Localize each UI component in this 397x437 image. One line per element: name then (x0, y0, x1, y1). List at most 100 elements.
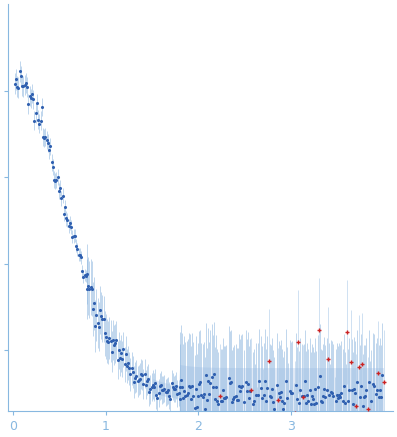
Point (56, 187, 62, 194)
Point (92, 323, 98, 330)
Point (78, 254, 84, 261)
Point (89, 285, 95, 292)
Point (129, 365, 135, 372)
Point (243, 379, 249, 386)
Point (202, 406, 208, 413)
Point (291, 409, 298, 416)
Point (12, 80, 18, 87)
Point (72, 232, 78, 239)
Point (282, 378, 289, 385)
Point (239, 382, 245, 389)
Point (221, 395, 227, 402)
Point (145, 375, 151, 382)
Point (330, 392, 337, 399)
Point (288, 390, 295, 397)
Point (193, 385, 199, 392)
Point (62, 204, 68, 211)
Point (344, 329, 350, 336)
Point (268, 394, 274, 401)
Point (334, 392, 340, 399)
Point (206, 391, 212, 398)
Point (262, 378, 268, 385)
Point (131, 378, 137, 385)
Point (26, 92, 33, 99)
Point (379, 371, 385, 378)
Point (44, 137, 50, 144)
Point (207, 379, 214, 386)
Point (100, 316, 107, 323)
Point (213, 384, 220, 391)
Point (107, 338, 114, 345)
Point (118, 350, 124, 357)
Point (191, 404, 198, 411)
Point (231, 393, 237, 400)
Point (162, 389, 169, 396)
Point (338, 390, 345, 397)
Point (124, 363, 130, 370)
Point (357, 393, 363, 400)
Point (317, 373, 323, 380)
Point (33, 110, 39, 117)
Point (91, 300, 97, 307)
Point (349, 387, 355, 394)
Point (189, 383, 195, 390)
Point (141, 370, 148, 377)
Point (236, 383, 242, 390)
Point (256, 378, 263, 385)
Point (374, 386, 380, 393)
Point (378, 393, 384, 400)
Point (322, 393, 329, 400)
Point (173, 382, 179, 389)
Point (208, 373, 215, 380)
Point (300, 393, 306, 400)
Point (194, 403, 200, 410)
Point (214, 397, 220, 404)
Point (70, 232, 77, 239)
Point (321, 386, 328, 393)
Point (90, 305, 96, 312)
Point (139, 371, 145, 378)
Point (260, 418, 266, 425)
Point (274, 381, 280, 388)
Point (295, 338, 301, 345)
Point (39, 104, 45, 111)
Point (342, 400, 348, 407)
Point (135, 377, 142, 384)
Point (75, 251, 82, 258)
Point (198, 392, 204, 399)
Point (283, 395, 290, 402)
Point (362, 393, 368, 400)
Point (58, 195, 65, 202)
Point (359, 361, 365, 368)
Point (287, 388, 293, 395)
Point (308, 400, 314, 407)
Point (211, 371, 217, 378)
Point (222, 395, 228, 402)
Point (316, 326, 322, 333)
Point (185, 389, 191, 396)
Point (15, 84, 22, 91)
Point (253, 391, 259, 398)
Point (360, 402, 366, 409)
Point (182, 392, 189, 399)
Point (14, 83, 20, 90)
Point (279, 398, 285, 405)
Point (248, 386, 254, 393)
Point (223, 393, 229, 400)
Point (304, 392, 310, 399)
Point (305, 398, 312, 405)
Point (48, 159, 55, 166)
Point (66, 222, 72, 229)
Point (244, 388, 250, 395)
Point (341, 382, 347, 389)
Point (45, 139, 51, 146)
Point (326, 391, 332, 398)
Point (116, 347, 122, 354)
Point (364, 406, 371, 413)
Point (18, 73, 24, 80)
Point (204, 396, 210, 403)
Point (331, 426, 338, 433)
Point (97, 306, 103, 313)
Point (296, 399, 303, 406)
Point (265, 358, 272, 365)
